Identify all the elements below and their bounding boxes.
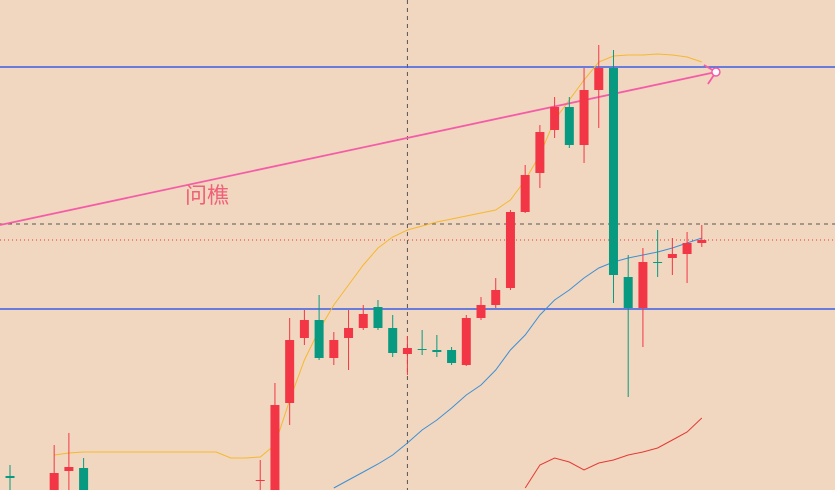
candle-body — [417, 349, 427, 350]
ma-line — [333, 237, 702, 489]
candle-body — [329, 340, 339, 358]
trendline — [0, 71, 717, 226]
candle-body — [608, 68, 618, 275]
candle-body — [373, 307, 383, 328]
candle-body — [476, 305, 486, 318]
ma-line — [54, 53, 702, 459]
candle-body — [505, 212, 515, 288]
candle-body — [638, 262, 648, 308]
candle-body — [447, 350, 457, 363]
candle-body — [682, 243, 692, 254]
candle-body — [64, 467, 74, 471]
candle-body — [491, 290, 501, 305]
annotation: 问樵 — [185, 184, 229, 209]
candle-body — [285, 340, 295, 403]
candle-body — [270, 405, 280, 490]
candle-body — [402, 348, 412, 354]
candle-body — [358, 314, 368, 328]
candle-body — [623, 277, 633, 308]
candle-body — [5, 476, 15, 478]
candle-body — [579, 90, 589, 145]
candle-body — [550, 107, 560, 130]
candle-body — [697, 240, 707, 243]
candle-body — [299, 320, 309, 338]
candle-body — [461, 318, 471, 365]
trendline-handle — [711, 67, 721, 77]
candle-body — [520, 175, 530, 212]
candle-body — [667, 254, 677, 258]
candle-body — [255, 480, 265, 481]
candle-body — [79, 468, 89, 490]
ma-line — [524, 417, 703, 489]
candle-body — [594, 68, 604, 90]
candle-body — [653, 262, 663, 263]
candle-body — [535, 132, 545, 173]
candle-body — [314, 320, 324, 358]
candle-body — [432, 350, 442, 352]
candle-body — [564, 107, 574, 145]
candle-body — [388, 328, 398, 353]
candle-body — [49, 473, 59, 490]
candle-body — [344, 328, 354, 338]
